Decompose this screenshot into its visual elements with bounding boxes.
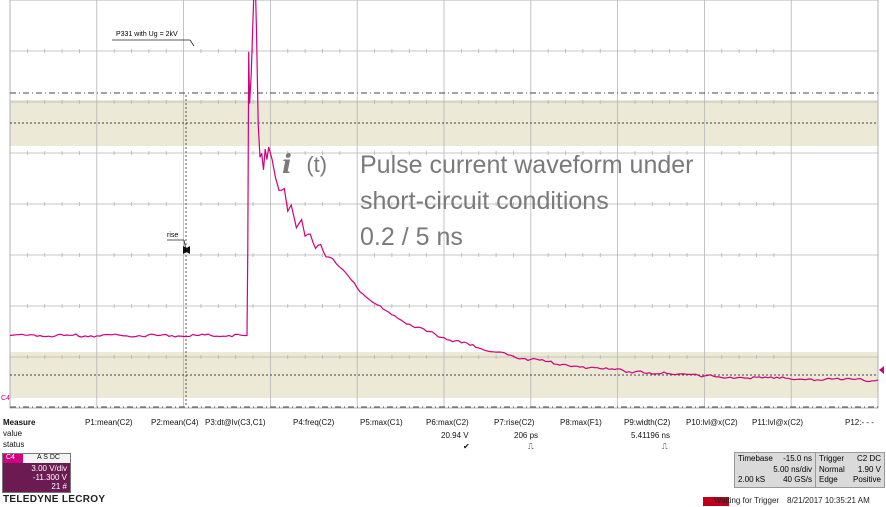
- peak-leader-d: [189, 39, 195, 47]
- timebase-delay: -15.0 ns: [783, 454, 812, 463]
- param-p9-value: 5.41196 ns: [631, 431, 670, 440]
- param-p6[interactable]: P6:max(C2): [426, 418, 469, 427]
- measure-header[interactable]: Measure: [3, 418, 36, 427]
- param-p4[interactable]: P4:freq(C2): [293, 418, 335, 427]
- trigger-level: 1.90 V: [857, 465, 881, 474]
- timebase-row-1: Timebase -15.0 ns: [738, 454, 812, 463]
- trigger-slope: Positive: [852, 475, 881, 484]
- param-p6-value: 20.94 V: [441, 431, 469, 440]
- param-p7-value: 206 ps: [514, 431, 539, 440]
- measure-row-status-label: status: [3, 440, 25, 449]
- trigger-row-3: Edge Positive: [819, 475, 881, 484]
- channel-ground-marker: C4: [1, 395, 10, 402]
- trigger-level-icon: [879, 366, 884, 374]
- waveform-caption: i (t): [282, 150, 327, 180]
- param-p7-status-icon: ⎍: [528, 442, 534, 451]
- param-p9-status-icon: ⎍: [662, 442, 668, 451]
- trigger-label: Trigger: [819, 454, 845, 463]
- param-p11[interactable]: P11:lvl@x(C2): [752, 418, 804, 427]
- rise-label: rise: [167, 232, 179, 239]
- param-p5[interactable]: P5:max(C1): [360, 418, 403, 427]
- channel-c4-badges: A S DC: [37, 454, 60, 461]
- timebase-samples: 2.00 kS: [738, 475, 766, 484]
- caption-t: (t): [306, 152, 328, 177]
- channel-c4-sweeps: 21 #: [51, 482, 67, 491]
- trigger-descriptor[interactable]: Trigger C2 DC Normal 1.90 V Edge Positiv…: [815, 452, 885, 488]
- channel-c4-tag: C4: [3, 454, 23, 463]
- caption-line-2: short-circuit conditions: [360, 187, 609, 215]
- timebase-descriptor[interactable]: Timebase -15.0 ns 5.00 ns/div 2.00 kS 40…: [734, 452, 816, 488]
- caption-italic-i: i: [282, 150, 292, 180]
- param-p6-status-icon: ✔: [463, 442, 470, 451]
- param-p3[interactable]: P3:dt@lv(C3,C1): [205, 418, 266, 427]
- trigger-row-1: Trigger C2 DC: [819, 454, 881, 463]
- trigger-mode: Normal: [819, 465, 845, 474]
- waveform-plot: C4: [1, 0, 884, 409]
- param-p1[interactable]: P1:mean(C2): [85, 418, 133, 427]
- waveform-trace: [9, 0, 879, 383]
- channel-c4-vdiv: 3.00 V/div: [31, 464, 67, 473]
- brand-logo: TELEDYNE LECROY: [3, 494, 106, 505]
- param-p8[interactable]: P8:max(F1): [560, 418, 602, 427]
- measure-row-value-label: value: [3, 429, 23, 438]
- status-text: Waiting for Trigger: [714, 496, 780, 505]
- caption-line-1: Pulse current waveform under: [360, 151, 694, 179]
- peak-label: P331 with Ug = 2kV: [116, 31, 178, 38]
- timebase-rate: 40 GS/s: [783, 475, 812, 484]
- param-p7[interactable]: P7:rise(C2): [494, 418, 535, 427]
- channel-c4-descriptor[interactable]: C4 A S DC 3.00 V/div -11.300 V 21 #: [2, 453, 71, 493]
- rise-marker-icon-2: [183, 246, 190, 254]
- trigger-channel: C2 DC: [856, 454, 881, 463]
- channel-c4-offset: -11.300 V: [32, 473, 67, 482]
- channel-c4-body: 3.00 V/div -11.300 V 21 #: [3, 463, 70, 492]
- trigger-row-2: Normal 1.90 V: [819, 465, 881, 474]
- param-p10[interactable]: P10:lvl@x(C2): [686, 418, 738, 427]
- timebase-label: Timebase: [738, 454, 773, 463]
- param-p9[interactable]: P9:width(C2): [624, 418, 671, 427]
- grid: [10, 0, 878, 408]
- date-time: 8/21/2017 10:35:21 AM: [787, 496, 870, 505]
- trigger-type: Edge: [819, 475, 838, 484]
- channel-c4-name: C4: [6, 454, 15, 461]
- scope-screen: C4 P331 with Ug = 2kV rise i (t) Pulse c…: [1, 0, 884, 409]
- caption-line-3: 0.2 / 5 ns: [360, 223, 463, 251]
- measure-table: Measure value status P1:mean(C2) P2:mean…: [0, 418, 886, 452]
- status-indicator: [703, 497, 729, 506]
- param-p2[interactable]: P2:mean(C4): [151, 418, 199, 427]
- timebase-row-3: 2.00 kS 40 GS/s: [738, 475, 812, 484]
- param-p12[interactable]: P12:- - -: [845, 418, 874, 427]
- timebase-tdiv: 5.00 ns/div: [773, 465, 812, 474]
